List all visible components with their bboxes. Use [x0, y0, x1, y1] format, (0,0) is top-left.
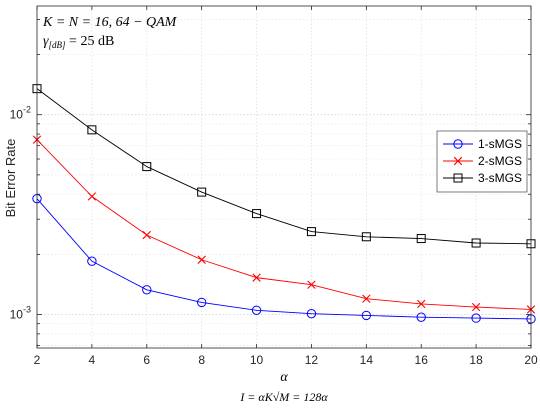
marker-stroke [307, 280, 316, 289]
y-axis-label: Bit Error Rate [3, 139, 18, 218]
data-point-2-smgs [252, 273, 261, 282]
data-point-3-smgs [252, 209, 262, 219]
y-tick-label: 10-3 [10, 305, 31, 322]
marker-stroke [471, 302, 481, 312]
data-point-2-smgs [197, 255, 206, 264]
legend-marker-3-smgs [453, 173, 463, 183]
legend-label-3-smgs: 3-sMGS [478, 171, 522, 185]
data-point-2-smgs [307, 280, 316, 289]
x-axis-label-secondary: I = αK√M = 128α [239, 390, 328, 404]
data-point-3-smgs [142, 162, 152, 172]
legend-marker-1-smgs [453, 139, 463, 149]
x-tick-label: 10 [250, 353, 264, 367]
data-point-3-smgs [87, 125, 97, 135]
data-point-1-smgs [306, 308, 317, 319]
x-tick-label: 2 [34, 353, 41, 367]
data-point-2-smgs [417, 299, 426, 309]
x-tick-label: 6 [143, 353, 150, 367]
data-point-1-smgs [251, 305, 262, 315]
annotation-line-1: K = N = 16, 64 − QAM [42, 15, 178, 30]
series-layer [32, 84, 536, 324]
data-point-3-smgs [306, 227, 316, 237]
data-point-3-smgs [361, 232, 371, 242]
marker-stroke [87, 192, 97, 201]
series-line-3-smgs [36, 88, 532, 245]
marker-stroke [142, 230, 151, 240]
x-tick-label: 8 [198, 353, 205, 367]
series-line-1-smgs [36, 198, 532, 320]
legend-box [436, 130, 528, 193]
data-point-1-smgs [196, 297, 207, 308]
x-tick-label: 12 [305, 353, 319, 367]
data-point-2-smgs [142, 230, 151, 240]
data-point-1-smgs [142, 285, 152, 295]
x-tick-label: 4 [89, 353, 96, 367]
legend-marker-2-smgs [453, 156, 463, 166]
marker-stroke [252, 273, 261, 282]
data-point-2-smgs [362, 294, 371, 303]
marker-stroke [197, 255, 206, 264]
data-point-1-smgs [361, 310, 372, 321]
ticks: 2 4 6 8 10 12 14 16 18 20 10-3 10-2 [10, 6, 538, 367]
x-tick-label: 18 [469, 353, 483, 367]
legend-label-1-smgs: 1-sMGS [478, 137, 522, 151]
data-point-1-smgs [87, 256, 97, 266]
data-point-2-smgs [87, 192, 97, 201]
data-point-1-smgs [471, 313, 481, 323]
data-point-3-smgs [471, 238, 481, 248]
marker-stroke [453, 156, 463, 166]
y-tick-label: 10-2 [10, 105, 31, 122]
data-point-1-smgs [416, 312, 426, 322]
legend-label-2-smgs: 2-sMGS [478, 154, 522, 168]
x-tick-label: 20 [524, 353, 538, 367]
data-point-3-smgs [416, 234, 426, 244]
annotation-line-2: γ[dB] = 25 dB [43, 34, 114, 50]
marker-stroke [417, 299, 426, 309]
series-line-2-smgs [36, 139, 532, 310]
x-tick-label: 16 [415, 353, 429, 367]
legend: 1-sMGS 2-sMGS 3-sMGS [436, 130, 528, 193]
plot-frame [36, 5, 532, 349]
marker-stroke [362, 294, 371, 303]
data-point-3-smgs [197, 187, 207, 197]
data-point-2-smgs [471, 302, 481, 312]
x-axis-label: α [280, 370, 288, 385]
x-tick-label: 14 [360, 353, 374, 367]
